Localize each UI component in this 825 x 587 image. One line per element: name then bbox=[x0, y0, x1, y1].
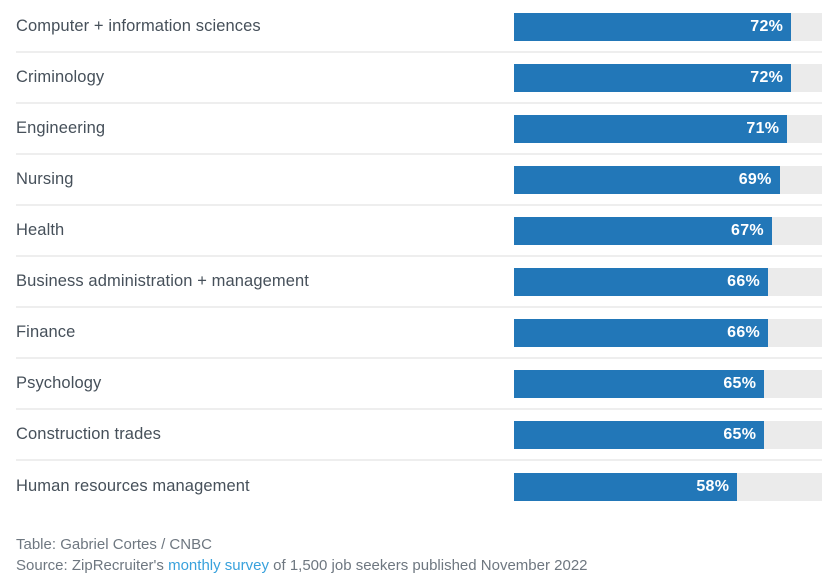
table-row: Psychology 65% bbox=[16, 359, 822, 410]
bar: 72% bbox=[514, 63, 792, 92]
category-label: Computer + information sciences bbox=[16, 17, 261, 35]
bar-track: 65% bbox=[514, 369, 822, 398]
table-row: Engineering 71% bbox=[16, 104, 822, 155]
table-row: Criminology 72% bbox=[16, 53, 822, 104]
source-line: Source: ZipRecruiter's monthly survey of… bbox=[16, 555, 822, 576]
bar-value-label: 71% bbox=[746, 119, 780, 137]
category-label: Engineering bbox=[16, 119, 106, 137]
source-prefix: Source: ZipRecruiter's bbox=[16, 557, 169, 574]
bar-value-label: 67% bbox=[731, 221, 764, 239]
bar-value-label: 69% bbox=[738, 170, 772, 188]
bar: 66% bbox=[514, 267, 769, 296]
bar: 71% bbox=[514, 114, 788, 143]
bar-track: 72% bbox=[514, 12, 822, 41]
category-label: Nursing bbox=[16, 170, 74, 188]
bar-track: 66% bbox=[514, 318, 822, 347]
bar: 65% bbox=[514, 369, 765, 398]
bar-value-label: 72% bbox=[750, 68, 784, 86]
bar: 58% bbox=[514, 472, 738, 501]
bar-value-label: 66% bbox=[727, 272, 761, 290]
bar-track: 72% bbox=[514, 63, 822, 92]
table-row: Human resources management 58% bbox=[16, 461, 822, 512]
bar-track: 71% bbox=[514, 114, 822, 143]
bar-track: 66% bbox=[514, 267, 822, 296]
table-row: Finance 66% bbox=[16, 308, 822, 359]
category-label: Health bbox=[16, 221, 65, 239]
table-row: Nursing 69% bbox=[16, 155, 822, 206]
table-row: Health 67% bbox=[16, 206, 822, 257]
table-row: Construction trades 65% bbox=[16, 410, 822, 461]
bar: 65% bbox=[514, 420, 765, 449]
table-row: Computer + information sciences 72% bbox=[16, 2, 822, 53]
bar-track: 67% bbox=[514, 216, 822, 245]
table-row: Business administration + management 66% bbox=[16, 257, 822, 308]
bar-track: 69% bbox=[514, 165, 822, 194]
table-credit: Table: Gabriel Cortes / CNBC bbox=[16, 536, 212, 553]
bar-value-label: 72% bbox=[750, 17, 784, 35]
chart-rows: Computer + information sciences 72% Crim… bbox=[16, 2, 822, 512]
bar-track: 58% bbox=[514, 472, 822, 501]
source-suffix: of 1,500 job seekers published November … bbox=[268, 557, 588, 574]
category-label: Criminology bbox=[16, 68, 105, 86]
bar: 66% bbox=[514, 318, 769, 347]
bar: 67% bbox=[514, 216, 772, 245]
bar-value-label: 65% bbox=[723, 425, 757, 443]
category-label: Psychology bbox=[16, 374, 102, 392]
bar-track: 65% bbox=[514, 420, 822, 449]
bar-value-label: 58% bbox=[696, 477, 730, 495]
footer: Table: Gabriel Cortes / CNBC Source: Zip… bbox=[16, 534, 822, 576]
bar-value-label: 65% bbox=[723, 374, 757, 392]
category-label: Human resources management bbox=[16, 477, 250, 495]
bar: 72% bbox=[514, 12, 792, 41]
monthly-survey-link[interactable]: monthly survey bbox=[168, 557, 269, 574]
bar: 69% bbox=[514, 165, 780, 194]
bar-value-label: 66% bbox=[727, 323, 761, 341]
category-label: Construction trades bbox=[16, 425, 161, 443]
category-label: Finance bbox=[16, 323, 76, 341]
category-label: Business administration + management bbox=[16, 272, 309, 290]
